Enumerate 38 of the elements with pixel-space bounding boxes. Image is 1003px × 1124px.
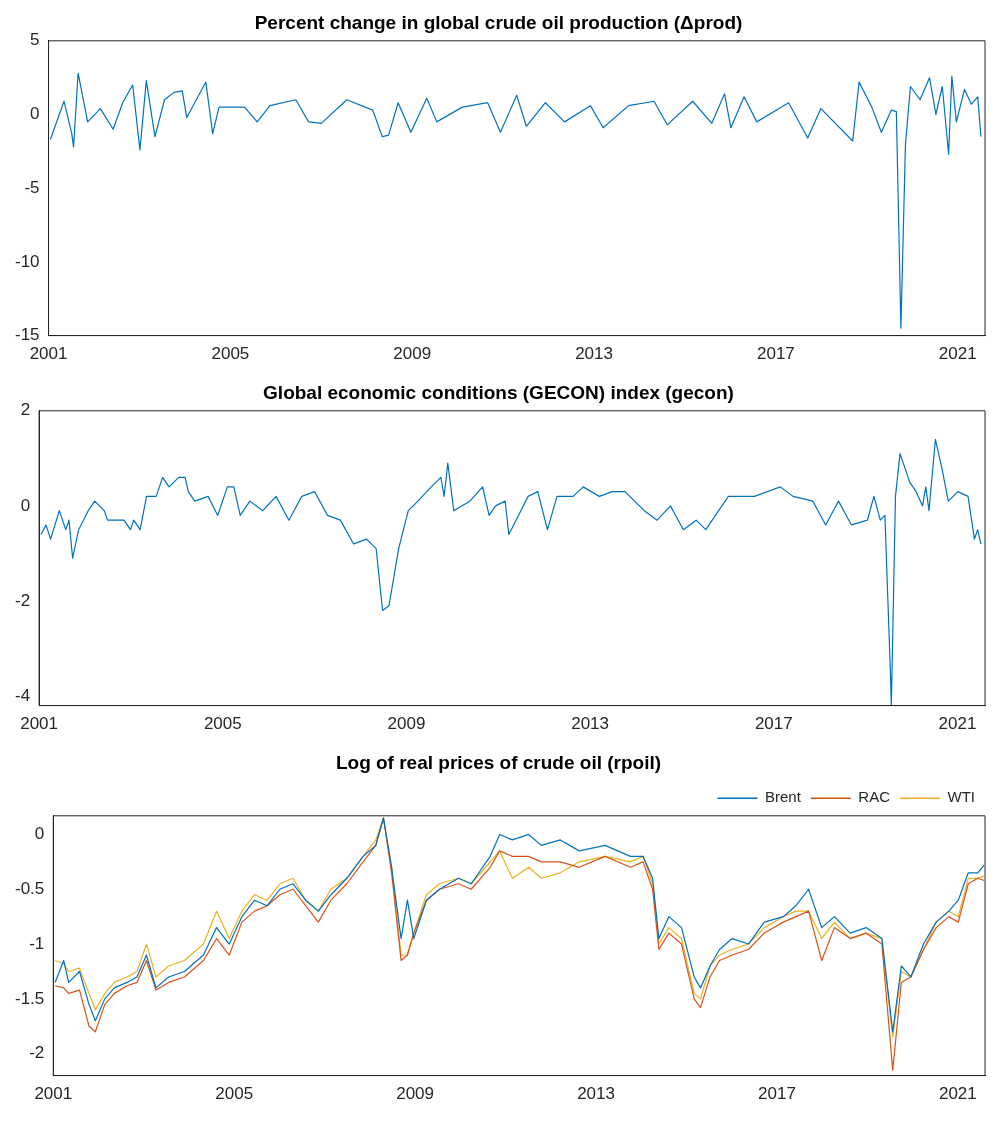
x-tick-label: 2005 <box>211 344 250 364</box>
y-tick-label: -2 <box>29 1043 45 1063</box>
y-tick-label: 0 <box>20 495 31 515</box>
y-tick-label: -15 <box>14 325 40 345</box>
x-tick-label: 2001 <box>34 1084 73 1104</box>
x-tick-label: 2013 <box>575 344 613 364</box>
x-tick-label: 2009 <box>387 714 426 734</box>
x-tick-label: 2013 <box>577 1084 615 1104</box>
x-tick-label: 2017 <box>754 714 793 734</box>
y-tick-label: -4 <box>14 685 31 705</box>
x-tick-label: 2005 <box>215 1084 254 1104</box>
x-tick-label: 2021 <box>938 344 977 364</box>
y-tick-label: 2 <box>20 400 31 420</box>
y-tick-label: -0.5 <box>15 878 45 898</box>
chart-title: Global economic conditions (GECON) index (gecon) <box>263 381 734 403</box>
y-tick-label: -2 <box>14 590 31 610</box>
x-tick-label: 2021 <box>938 1084 977 1104</box>
x-tick-label: 2001 <box>20 714 59 734</box>
legend-label: Brent <box>764 788 802 806</box>
y-tick-label: 0 <box>30 104 40 124</box>
legend-label: RAC <box>858 788 891 806</box>
x-tick-label: 2005 <box>203 714 242 734</box>
x-tick-label: 2001 <box>29 344 68 364</box>
y-tick-label: 0 <box>34 824 45 844</box>
chart-title: Log of real prices of crude oil (rpoil) <box>335 751 662 773</box>
y-tick-label: -1.5 <box>15 988 45 1008</box>
y-tick-label: 5 <box>30 30 40 50</box>
legend-label: WTI <box>947 788 976 806</box>
y-tick-label: -5 <box>24 177 40 197</box>
x-tick-label: 2017 <box>756 344 795 364</box>
y-tick-label: -10 <box>14 251 40 271</box>
chart-title: Percent change in global crude oil production (Δprod) <box>254 11 743 33</box>
x-tick-label: 2013 <box>571 714 610 734</box>
x-tick-label: 2017 <box>758 1084 796 1104</box>
x-tick-label: 2021 <box>938 714 977 734</box>
x-tick-label: 2009 <box>393 344 432 364</box>
y-tick-label: -1 <box>29 933 45 953</box>
x-tick-label: 2009 <box>396 1084 435 1104</box>
